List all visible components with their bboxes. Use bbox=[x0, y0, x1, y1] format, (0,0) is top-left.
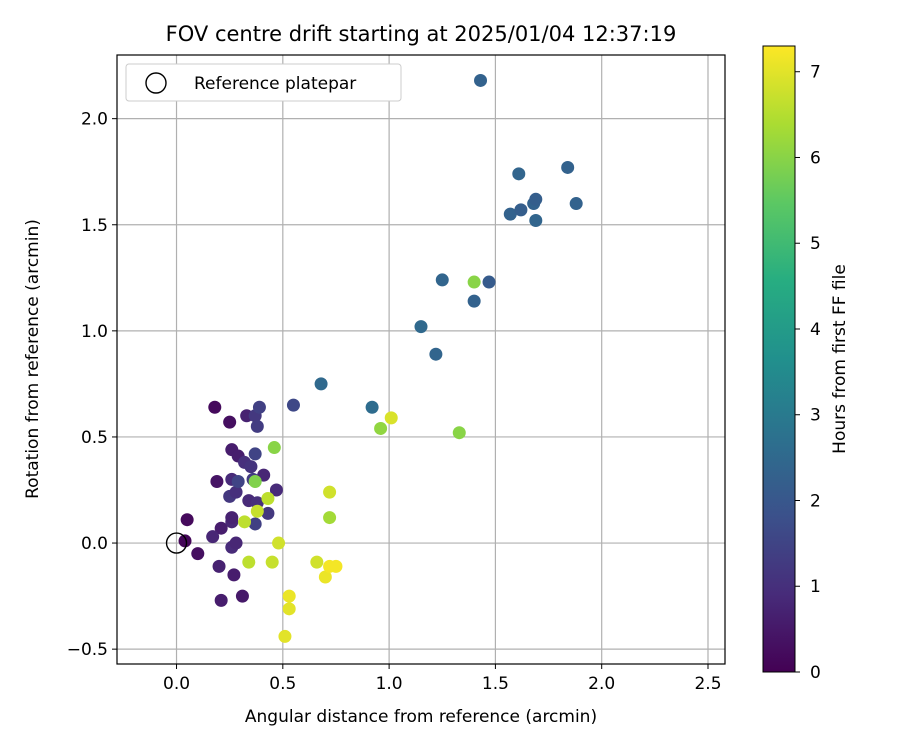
data-point bbox=[474, 73, 488, 87]
data-point bbox=[229, 485, 243, 499]
data-point bbox=[261, 491, 275, 505]
legend: Reference platepar bbox=[125, 63, 402, 102]
data-point bbox=[265, 555, 279, 569]
data-point bbox=[329, 559, 343, 573]
chart-title: FOV centre drift starting at 2025/01/04 … bbox=[166, 22, 677, 46]
x-tick-label: 2.5 bbox=[694, 674, 721, 694]
x-tick-label: 1.0 bbox=[376, 674, 403, 694]
colorbar-tick-label: 6 bbox=[810, 148, 821, 168]
y-tick-label: 0.5 bbox=[81, 428, 108, 448]
data-point bbox=[229, 536, 243, 550]
x-tick-label: 0.0 bbox=[163, 674, 190, 694]
colorbar-label: Hours from first FF file bbox=[830, 264, 850, 454]
data-point bbox=[244, 460, 258, 474]
data-point bbox=[282, 602, 296, 616]
data-point bbox=[529, 214, 543, 228]
colorbar-tick-label: 7 bbox=[810, 63, 821, 83]
y-axis-label: Rotation from reference (arcmin) bbox=[23, 219, 43, 499]
data-point bbox=[323, 511, 337, 525]
colorbar-tick-label: 5 bbox=[810, 234, 821, 254]
data-point bbox=[191, 547, 205, 561]
data-point bbox=[529, 192, 543, 206]
x-axis-label: Angular distance from reference (arcmin) bbox=[245, 707, 597, 727]
colorbar-gradient bbox=[762, 45, 796, 673]
data-point bbox=[178, 534, 192, 548]
colorbar-tick-label: 4 bbox=[810, 320, 821, 340]
legend-box bbox=[125, 63, 402, 102]
data-point bbox=[365, 400, 379, 414]
colorbar: 0 1 2 3 4 5 6 7 Hours from first FF file bbox=[762, 45, 850, 683]
data-point bbox=[212, 559, 226, 573]
reference-platepar-marker bbox=[165, 532, 188, 554]
data-point bbox=[250, 419, 264, 433]
data-point bbox=[214, 521, 228, 535]
data-point bbox=[238, 515, 252, 529]
data-point bbox=[231, 475, 245, 489]
x-tick-label: 2.0 bbox=[588, 674, 615, 694]
data-point bbox=[467, 294, 481, 308]
y-tick-label: −0.5 bbox=[67, 640, 108, 660]
legend-marker-reference bbox=[145, 72, 167, 94]
data-point bbox=[269, 483, 283, 497]
legend-label-reference: Reference platepar bbox=[194, 74, 356, 94]
colorbar-ticks: 0 1 2 3 4 5 6 7 bbox=[795, 63, 821, 683]
data-point bbox=[323, 485, 337, 499]
plot-area bbox=[116, 54, 726, 665]
data-point bbox=[248, 517, 262, 531]
data-points bbox=[165, 73, 583, 643]
axis-ticks: 0.0 0.5 1.0 1.5 2.0 2.5 −0.5 0.0 0.5 1.0 1.5 2.0 bbox=[67, 110, 722, 694]
data-point bbox=[467, 275, 481, 289]
data-point bbox=[223, 415, 237, 429]
data-point bbox=[252, 400, 266, 414]
data-point bbox=[374, 421, 388, 435]
data-point bbox=[210, 475, 224, 489]
data-point bbox=[414, 320, 428, 334]
y-tick-label: 0.0 bbox=[81, 534, 108, 554]
colorbar-tick-label: 0 bbox=[810, 663, 821, 683]
x-tick-label: 1.5 bbox=[482, 674, 509, 694]
data-point bbox=[242, 555, 256, 569]
data-point bbox=[384, 411, 398, 425]
y-tick-label: 1.0 bbox=[81, 322, 108, 342]
data-point bbox=[214, 593, 228, 607]
data-point bbox=[512, 167, 526, 181]
data-point bbox=[561, 160, 575, 174]
data-point bbox=[272, 536, 286, 550]
data-point bbox=[225, 511, 239, 525]
colorbar-tick-label: 3 bbox=[810, 406, 821, 426]
data-point bbox=[206, 530, 220, 544]
data-point bbox=[267, 441, 281, 455]
data-point bbox=[435, 273, 449, 287]
data-point bbox=[452, 426, 466, 440]
grid bbox=[117, 55, 725, 664]
y-tick-label: 2.0 bbox=[81, 110, 108, 130]
data-point bbox=[286, 398, 300, 412]
data-point bbox=[282, 589, 296, 603]
data-point bbox=[278, 629, 292, 643]
data-point bbox=[248, 447, 262, 461]
data-point bbox=[235, 589, 249, 603]
data-point bbox=[429, 347, 443, 361]
data-point bbox=[261, 506, 275, 520]
data-point bbox=[208, 400, 222, 414]
data-point bbox=[318, 570, 332, 584]
data-point bbox=[310, 555, 324, 569]
colorbar-tick-label: 2 bbox=[810, 491, 821, 511]
data-point bbox=[482, 275, 496, 289]
data-point bbox=[514, 203, 528, 217]
data-point bbox=[250, 504, 264, 518]
data-point bbox=[180, 513, 194, 527]
data-point bbox=[227, 568, 241, 582]
data-point bbox=[248, 475, 262, 489]
data-point bbox=[314, 377, 328, 391]
y-tick-label: 1.5 bbox=[81, 216, 108, 236]
colorbar-tick-label: 1 bbox=[810, 577, 821, 597]
data-point bbox=[503, 207, 517, 221]
data-point bbox=[569, 197, 583, 211]
x-tick-label: 0.5 bbox=[269, 674, 296, 694]
